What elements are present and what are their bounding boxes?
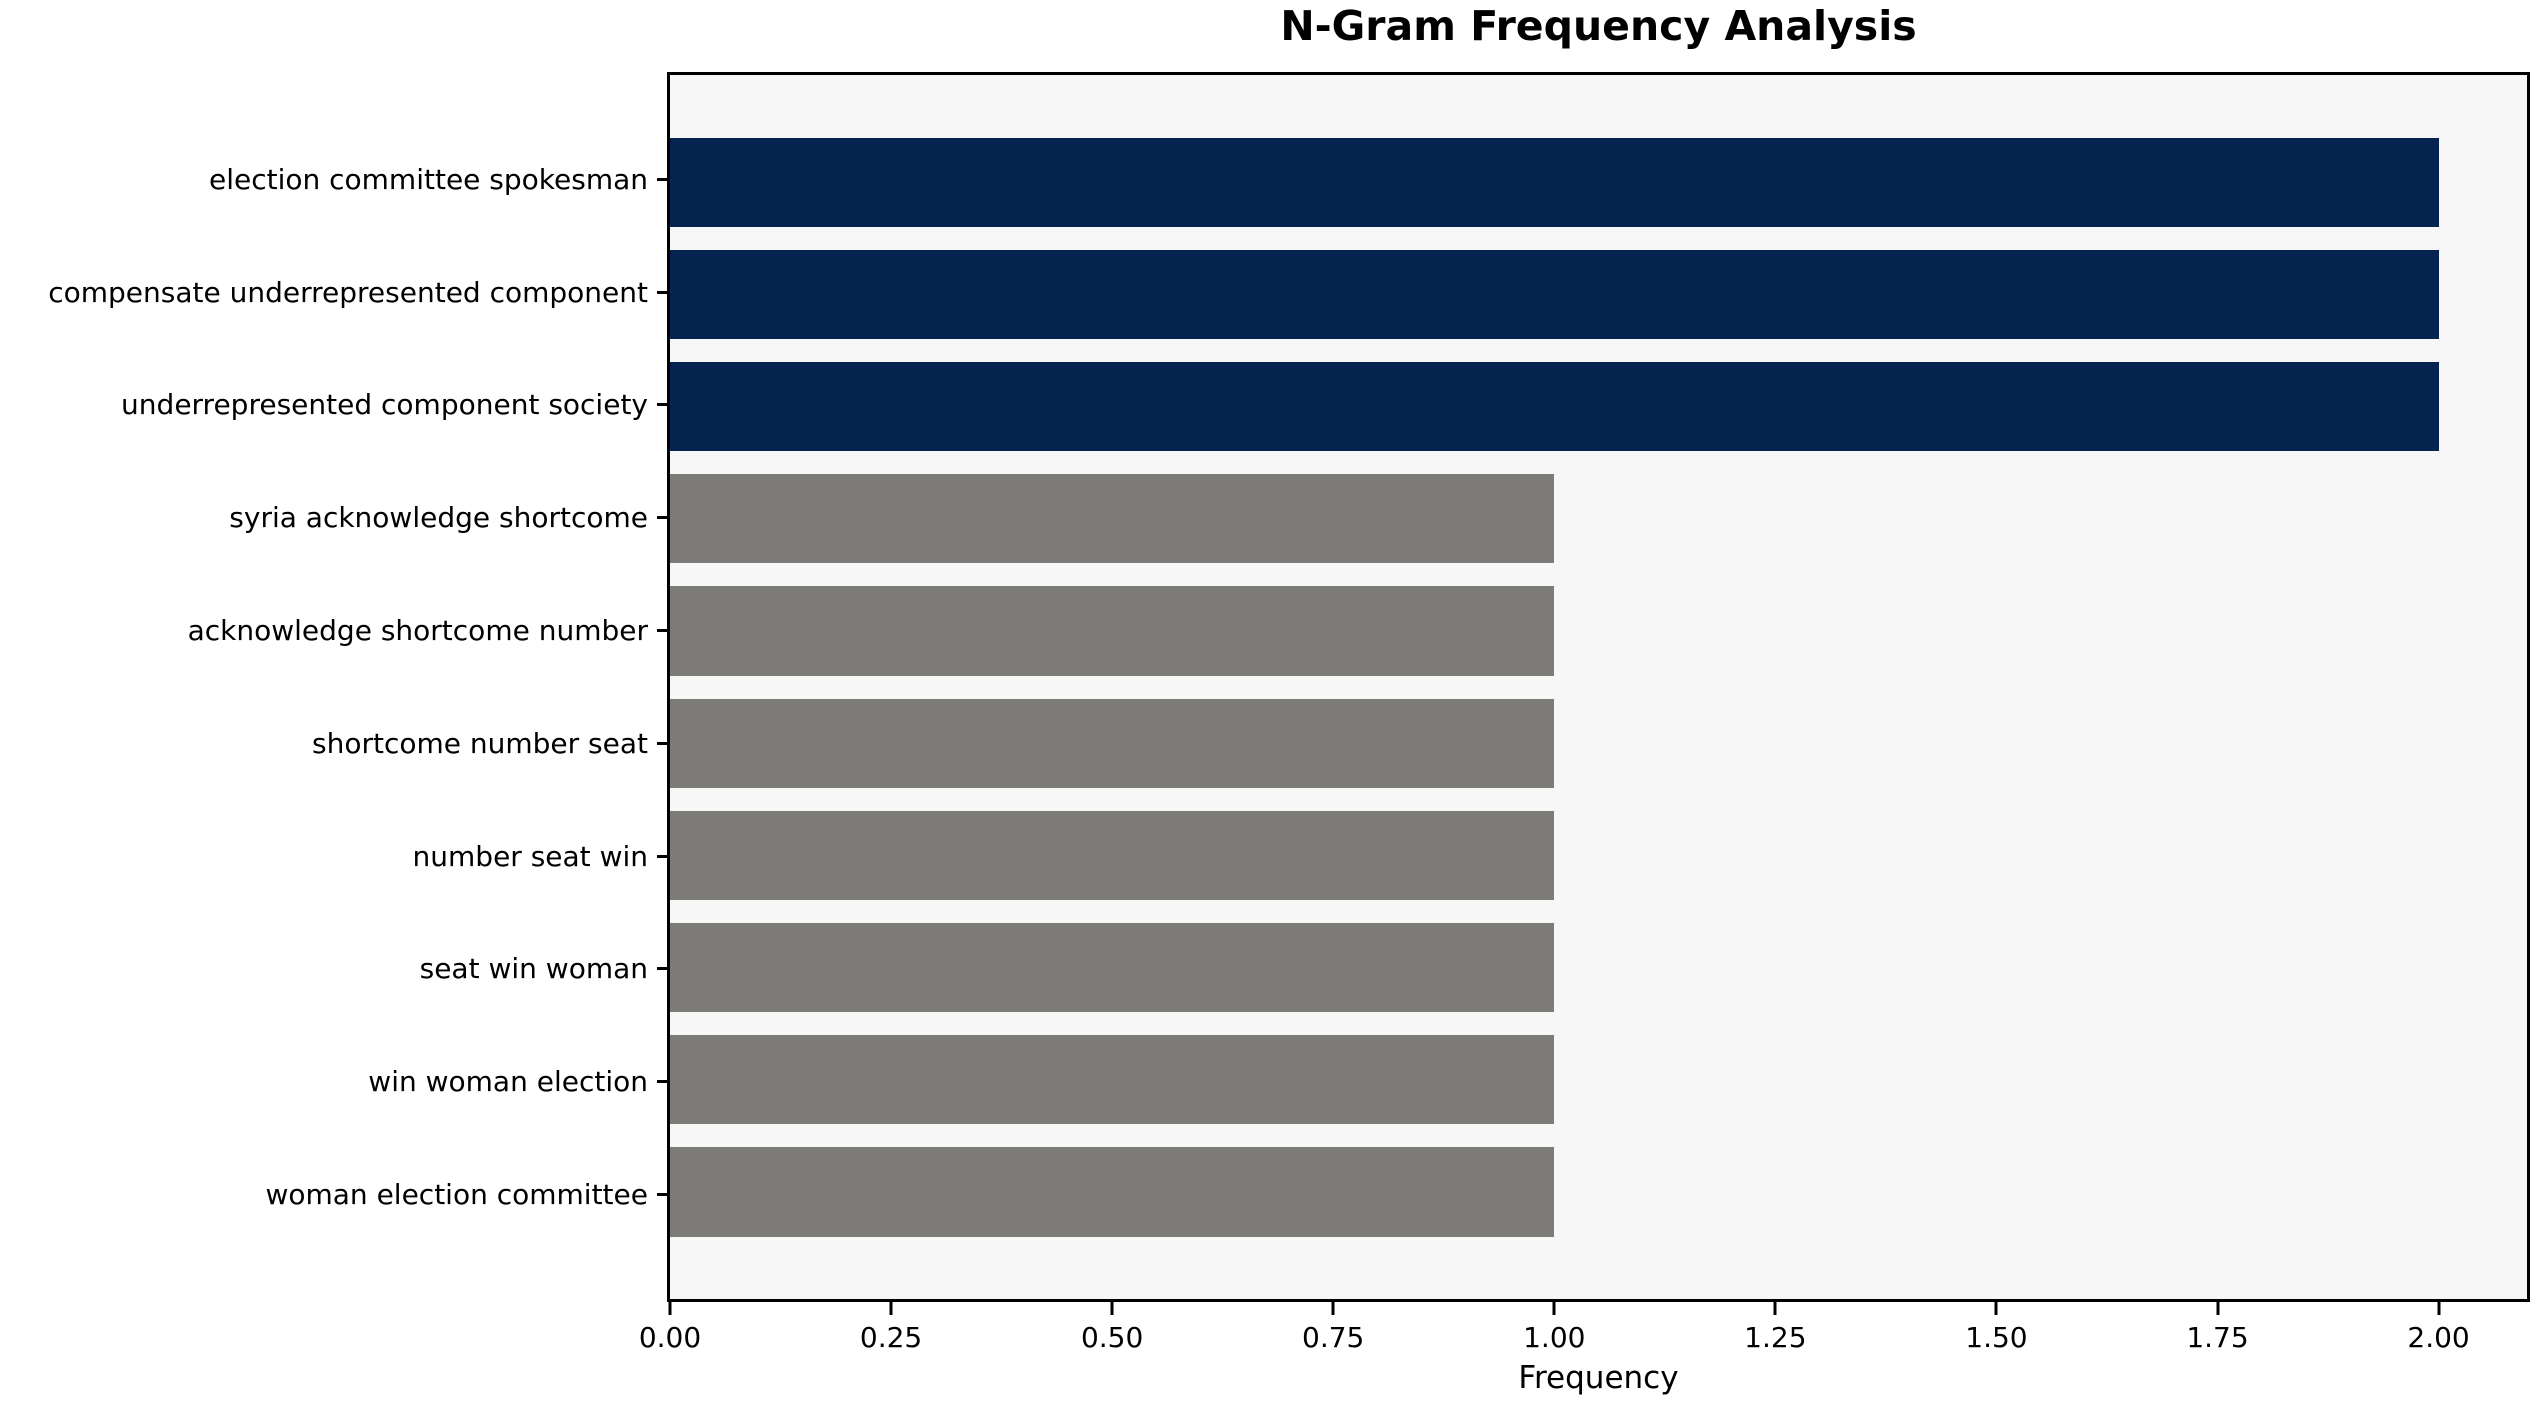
bar [670,586,1555,676]
y-tick-label: win woman election [368,1065,648,1099]
x-axis-title: Frequency [1518,1360,1679,1396]
y-tick-mark [657,854,667,858]
bar-row [670,126,2527,238]
y-tick-row: seat win woman [0,913,667,1026]
bar [670,249,2439,339]
y-tick-row: election committee spokesman [0,123,667,236]
y-tick-label: election committee spokesman [208,162,648,196]
y-tick-row: acknowledge shortcome number [0,574,667,687]
x-tick-mark [1994,1302,1998,1315]
y-tick-mark [657,967,667,971]
bar [670,698,1555,788]
x-tick-mark [1773,1302,1777,1315]
x-tick-label: 0.50 [1080,1321,1144,1354]
bar-row [670,575,2527,687]
y-tick-mark [657,290,667,294]
x-tick-mark [2437,1302,2441,1315]
x-tick-mark [889,1302,893,1315]
bar-row [670,911,2527,1023]
y-tick-row: win woman election [0,1025,667,1138]
y-tick-mark [657,403,667,407]
y-axis: election committee spokesman compensate u… [0,72,667,1302]
x-tick-mark [2216,1302,2219,1315]
y-tick-label: seat win woman [419,952,648,986]
x-tick-mark [668,1302,672,1315]
bar-row [670,1136,2527,1248]
y-tick-row: underrepresented component society [0,349,667,462]
y-tick-mark [657,1080,667,1084]
x-tick-label: 1.75 [2186,1321,2249,1354]
y-tick-mark [657,629,667,633]
x-axis: 0.00 0.25 0.50 0.75 1.00 1.25 1.50 1.75 2.00 [639,1302,2527,1364]
x-tick-label: 1.00 [1523,1321,1586,1354]
bar-row [670,350,2527,462]
y-tick-mark [657,741,667,745]
bar-row [670,687,2527,799]
x-tick-label: 0.75 [1302,1321,1365,1354]
bar-row [670,799,2527,911]
x-tick-label: 2.00 [2407,1321,2470,1354]
bar [670,361,2439,452]
x-tick-label: 1.50 [1965,1321,2028,1354]
bars-area [670,75,2527,1299]
bar [670,922,1555,1013]
bar [670,474,1555,564]
bar [670,810,1555,900]
y-tick-mark [657,177,667,181]
x-tick-label: 1.25 [1744,1321,1807,1354]
x-tick-label: 0.00 [638,1321,702,1354]
y-tick-row: woman election committee [0,1138,667,1251]
bar-row [670,463,2527,575]
y-tick-label: underrepresented component society [121,388,648,422]
y-tick-row: number seat win [0,800,667,913]
x-tick-mark [1552,1302,1556,1315]
x-tick-mark [1331,1302,1335,1315]
y-tick-label: woman election committee [265,1178,648,1212]
chart-title: N-Gram Frequency Analysis [1280,2,1917,50]
x-tick-mark [1110,1302,1114,1315]
y-tick-row: syria acknowledge shortcome [0,461,667,574]
y-tick-label: number seat win [412,839,648,873]
plot-area [667,72,2530,1302]
x-tick-label: 0.25 [859,1321,923,1354]
y-tick-row: compensate underrepresented component [0,236,667,349]
y-tick-label: shortcome number seat [311,726,648,760]
y-tick-mark [657,1193,667,1197]
y-tick-mark [657,516,667,520]
bar-row [670,1024,2527,1136]
y-tick-label: syria acknowledge shortcome [229,501,648,535]
y-tick-label: compensate underrepresented component [48,275,648,309]
bar [670,1147,1555,1237]
y-tick-row: shortcome number seat [0,687,667,800]
bar [670,1035,1555,1125]
bar [670,137,2439,227]
bar-row [670,238,2527,350]
y-tick-label: acknowledge shortcome number [187,614,648,648]
